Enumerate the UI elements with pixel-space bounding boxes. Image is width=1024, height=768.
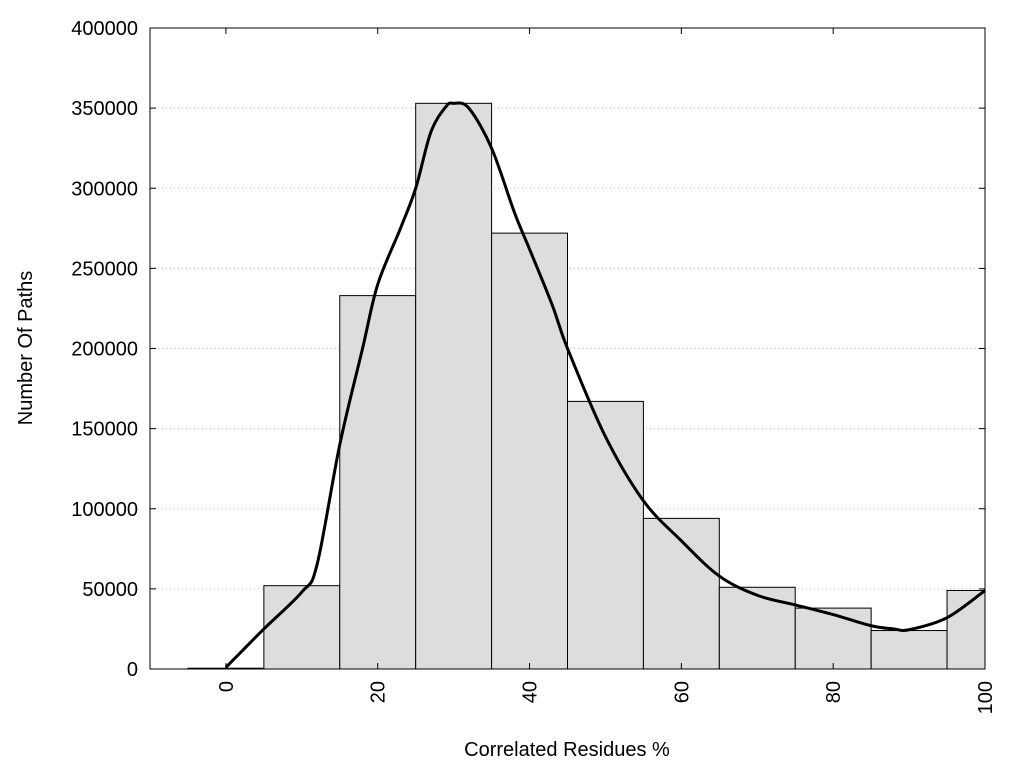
x-tick-label: 100 <box>975 681 997 714</box>
y-tick-label: 100000 <box>71 499 138 521</box>
x-tick-label: 20 <box>368 681 390 703</box>
x-axis-label: Correlated Residues % <box>464 739 670 761</box>
y-tick-label: 250000 <box>71 258 138 280</box>
histogram-bars <box>187 102 986 670</box>
histogram-bar <box>946 589 986 670</box>
y-tick-label: 0 <box>127 659 138 681</box>
x-tick-label: 80 <box>823 681 845 703</box>
histogram-bar <box>567 400 644 670</box>
x-axis-ticks: 0 20 40 60 80 100 <box>216 28 997 714</box>
histogram-bar <box>339 295 417 670</box>
histogram-bar <box>263 585 341 670</box>
histogram-bar <box>415 102 493 670</box>
x-tick-label: 60 <box>671 681 693 703</box>
histogram-bar <box>870 630 948 670</box>
density-curve-layer <box>224 101 986 669</box>
x-tick-label: 0 <box>216 681 238 692</box>
y-tick-label: 300000 <box>71 178 138 200</box>
histogram-bar <box>491 232 568 670</box>
y-axis-ticks: 0 50000 100000 150000 200000 250000 300000 3500… <box>71 18 985 681</box>
x-tick-label: 40 <box>520 681 542 703</box>
y-axis-label: Number Of Paths <box>15 271 37 426</box>
density-curve <box>224 101 986 669</box>
y-tick-label: 400000 <box>71 18 138 40</box>
histogram-bar <box>718 586 796 670</box>
y-tick-label: 50000 <box>82 579 138 601</box>
y-tick-label: 350000 <box>71 98 138 120</box>
y-tick-label: 150000 <box>71 419 138 441</box>
histogram-bar <box>642 517 720 670</box>
y-tick-label: 200000 <box>71 339 138 361</box>
histogram-bar <box>794 607 872 670</box>
